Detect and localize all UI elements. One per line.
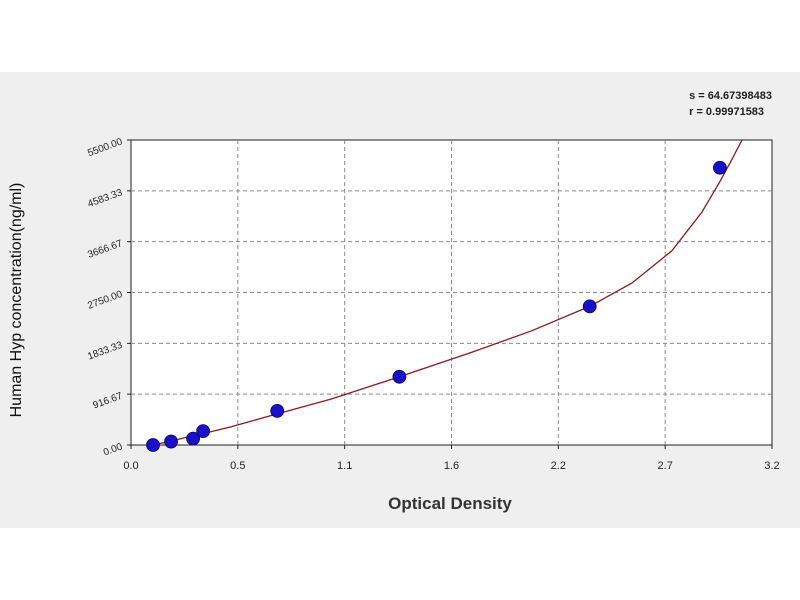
- y-tick-label: 2750.00: [86, 289, 124, 312]
- data-points: [146, 160, 727, 452]
- x-tick-label: 2.7: [658, 460, 673, 472]
- y-tick-label: 916.67: [92, 391, 125, 412]
- y-tick-label: 4583.33: [86, 187, 124, 210]
- x-tick-label: 1.6: [444, 460, 459, 472]
- data-point: [392, 369, 407, 384]
- y-tick-label: 5500.00: [86, 136, 124, 159]
- x-tick-label: 3.2: [764, 460, 779, 472]
- x-axis-label: Optical Density: [388, 494, 512, 513]
- y-axis-label: Human Hyp concentration(ng/ml): [8, 182, 25, 418]
- y-tick-label: 0.00: [102, 441, 124, 458]
- data-point: [186, 431, 200, 446]
- stat-r: r = 0.99971583: [689, 106, 765, 118]
- data-point: [582, 299, 597, 314]
- x-tick-label: 1.1: [337, 460, 352, 472]
- stat-s: s = 64.67398483: [689, 90, 772, 102]
- y-tick-label: 3666.67: [86, 238, 124, 261]
- grid-lines: [131, 140, 772, 445]
- x-tick-label: 2.2: [551, 460, 566, 472]
- data-point: [164, 434, 178, 449]
- y-axis-ticks: 0.00 916.67 1833.33 2750.00 3666.67 4583.33 55…: [86, 136, 131, 458]
- data-point: [196, 424, 211, 439]
- x-tick-label: 0.0: [123, 460, 138, 472]
- fit-statistics: s = 64.67398483 r = 0.99971583: [689, 88, 772, 120]
- data-point: [270, 403, 285, 418]
- data-point: [146, 438, 160, 452]
- data-point: [713, 160, 727, 175]
- y-tick-label: 1833.33: [86, 340, 124, 363]
- x-tick-label: 0.5: [230, 460, 245, 472]
- x-axis-ticks: 0.0 0.5 1.1 1.6 2.2 2.7 3.2: [123, 445, 780, 472]
